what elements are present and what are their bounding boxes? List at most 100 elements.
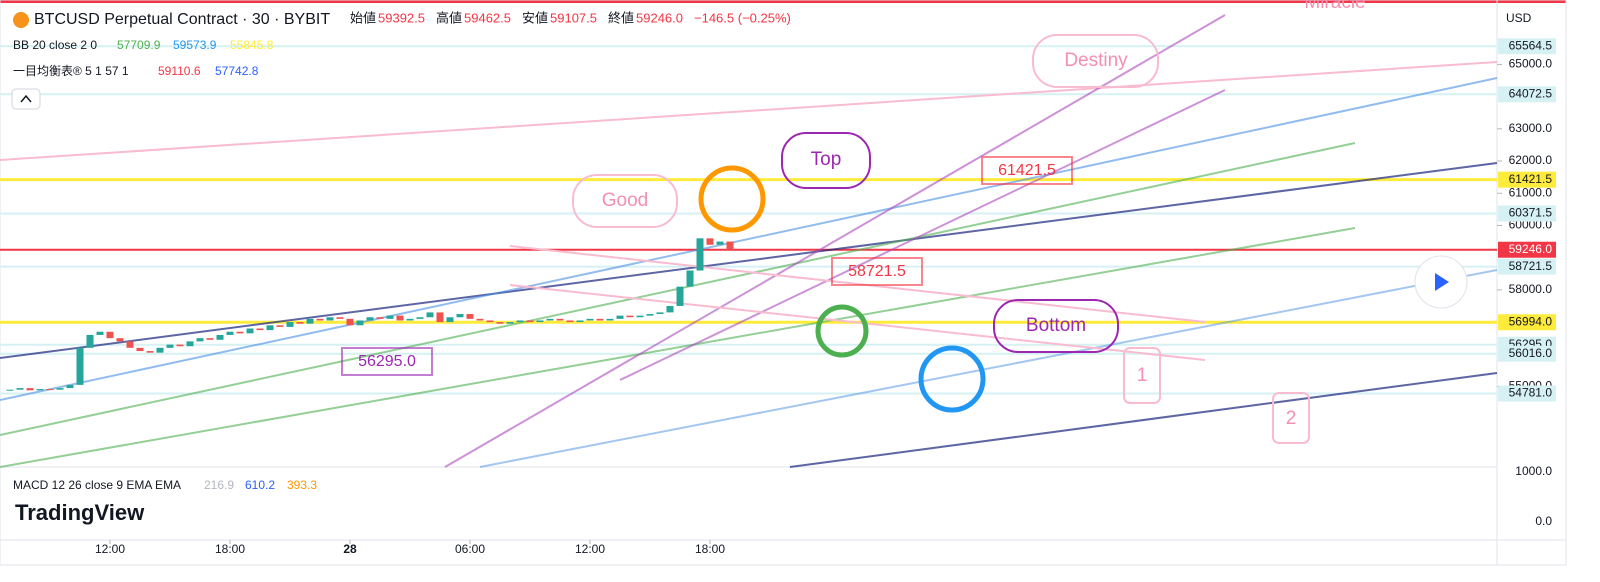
- candle-body: [666, 305, 674, 313]
- price-label-bg: [1498, 258, 1556, 275]
- candle-body: [636, 315, 644, 318]
- candle-body: [276, 325, 284, 327]
- y-tick-label: 65000.0: [1509, 57, 1553, 71]
- trend-line: [444, 14, 1226, 468]
- collapse-button[interactable]: [11, 88, 41, 110]
- candle-body: [516, 320, 524, 323]
- candle-body: [66, 384, 74, 389]
- price-label: 64072.5: [1509, 86, 1553, 100]
- trend-line: [479, 269, 1498, 468]
- candle-body: [16, 388, 24, 390]
- candle-body: [626, 315, 634, 318]
- indicator-value: 57742.8: [215, 64, 259, 78]
- price-label-bg: [1498, 385, 1556, 402]
- callout: [1032, 34, 1159, 88]
- x-tick-label: 12:00: [95, 542, 125, 556]
- candle-body: [116, 338, 124, 342]
- indicator-name: MACD 12 26 close 9 EMA EMA: [13, 478, 181, 492]
- price-label: 59246.0: [1509, 242, 1553, 256]
- candle-body: [366, 317, 374, 321]
- price-label-bg: [1498, 171, 1556, 188]
- candle-body: [376, 317, 384, 319]
- candle-body: [56, 388, 64, 390]
- drawings: [0, 14, 1498, 468]
- candle-body: [656, 312, 664, 315]
- candle-body: [306, 318, 314, 324]
- annotation: 56295.0: [358, 353, 416, 370]
- price-label: 65564.5: [1509, 38, 1553, 52]
- indicator-name: BB 20 close 2 0: [13, 38, 97, 52]
- candle-body: [576, 320, 584, 323]
- indicator-value: 59573.9: [173, 38, 217, 52]
- label: 高値: [436, 10, 462, 25]
- candle-body: [26, 388, 34, 391]
- price-label: 54781.0: [1509, 386, 1553, 400]
- x-tick-label: 06:00: [455, 542, 485, 556]
- candle-body: [136, 347, 144, 352]
- coin-icon: [13, 12, 29, 28]
- label: 始値: [350, 10, 376, 25]
- label: 終値: [608, 10, 634, 25]
- candle-body: [76, 347, 84, 385]
- value: 59107.5: [550, 10, 597, 25]
- value: 59392.5: [378, 10, 425, 25]
- indicator-name: 一目均衡表® 5 1 57 1: [13, 64, 129, 78]
- x-tick-label: 12:00: [575, 542, 605, 556]
- y-tick-label: 62000.0: [1509, 153, 1553, 167]
- candle-body: [356, 320, 364, 326]
- candle-body: [606, 318, 614, 321]
- price-label: 60371.5: [1509, 206, 1553, 220]
- candle-body: [436, 312, 444, 323]
- candle-body: [456, 314, 464, 318]
- candle-body: [616, 315, 624, 319]
- candle-body: [596, 318, 604, 321]
- price-label: 61421.5: [1509, 172, 1553, 186]
- candle-body: [6, 389, 14, 391]
- candle-body: [706, 238, 714, 245]
- trend-line: [789, 372, 1498, 468]
- candle-body: [726, 241, 734, 250]
- candle-body: [646, 314, 654, 316]
- collapse-icon: [20, 94, 32, 103]
- trend-line: [0, 227, 1356, 468]
- candle-body: [246, 328, 254, 334]
- smile-face: [698, 165, 766, 233]
- price-label-bg: [1498, 345, 1556, 362]
- candle-body: [206, 338, 214, 340]
- annotation: 61421.5: [998, 162, 1056, 179]
- candle-body: [586, 318, 594, 321]
- candle-body: [316, 318, 324, 321]
- annotation: Good: [602, 190, 648, 211]
- y-tick-label: 58000.0: [1509, 282, 1553, 296]
- x-tick-label: 18:00: [215, 542, 245, 556]
- candle-body: [396, 315, 404, 321]
- annotation: Destiny: [1064, 50, 1128, 71]
- candle-body: [416, 317, 424, 319]
- candle-body: [716, 241, 724, 245]
- candle-body: [266, 325, 274, 331]
- macd-tick-label: 0.0: [1535, 514, 1552, 528]
- value: 59462.5: [464, 10, 511, 25]
- annotation: 58721.5: [848, 263, 906, 280]
- callout: [572, 174, 678, 228]
- candle-body: [406, 318, 414, 321]
- callout: [1123, 347, 1161, 404]
- change: −146.5 (−0.25%): [694, 10, 791, 25]
- candle-body: [126, 341, 134, 348]
- candle-body: [106, 331, 114, 339]
- trend-line: [509, 284, 1206, 361]
- candle-body: [216, 334, 224, 340]
- candle-body: [476, 318, 484, 321]
- x-tick-label: 28: [343, 542, 357, 556]
- candle-body: [556, 318, 564, 321]
- price-callout: [341, 347, 433, 376]
- price-callout: [831, 257, 923, 286]
- candle-body: [326, 317, 334, 321]
- candle-body: [336, 317, 344, 319]
- candle-body: [286, 322, 294, 327]
- candle-body: [676, 286, 684, 306]
- trend-line: [0, 61, 1498, 161]
- price-label-bg: [1498, 38, 1556, 55]
- candle-body: [36, 389, 44, 391]
